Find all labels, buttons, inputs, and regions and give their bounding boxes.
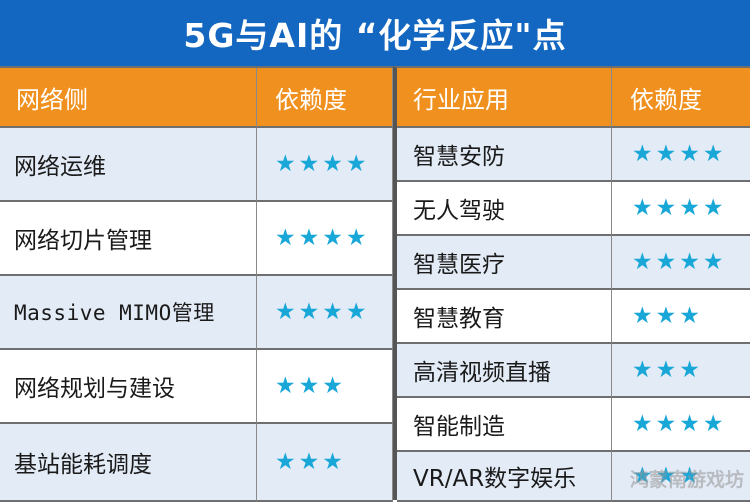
rating-stars: ★★★★ (612, 182, 750, 236)
table-row-name: 高清视频直播 (397, 344, 612, 398)
column-header-network-side: 网络侧 (0, 68, 257, 128)
rating-stars: ★★★ (612, 452, 750, 502)
table-row-name: 网络规划与建设 (0, 350, 257, 424)
column-header-dependency: 依赖度 (257, 68, 393, 128)
page-title: 5G与AI的 “化学反应"点 (0, 0, 750, 66)
rating-stars: ★★★★ (257, 202, 393, 276)
table-row-name: 基站能耗调度 (0, 424, 257, 502)
industry-application-table: 行业应用 依赖度 智慧安防 ★★★★ 无人驾驶 ★★★★ 智慧医疗 ★★★★ 智… (393, 66, 750, 502)
table-row-name: 网络切片管理 (0, 202, 257, 276)
rating-stars: ★★★★ (257, 276, 393, 350)
rating-stars: ★★★ (257, 350, 393, 424)
table-row-name: Massive MIMO管理 (0, 276, 257, 350)
table-row-name: 网络运维 (0, 128, 257, 202)
table-row-name: 智慧教育 (397, 290, 612, 344)
rating-stars: ★★★ (257, 424, 393, 502)
rating-stars: ★★★★ (612, 398, 750, 452)
column-header-dependency: 依赖度 (612, 68, 750, 128)
table-row-name: 智慧安防 (397, 128, 612, 182)
network-side-table: 网络侧 依赖度 网络运维 ★★★★ 网络切片管理 ★★★★ Massive MI… (0, 66, 393, 502)
table-row-name: 智能制造 (397, 398, 612, 452)
column-header-industry-application: 行业应用 (397, 68, 612, 128)
rating-stars: ★★★★ (257, 128, 393, 202)
rating-stars: ★★★ (612, 290, 750, 344)
table-row-name: 智慧医疗 (397, 236, 612, 290)
rating-stars: ★★★ (612, 344, 750, 398)
rating-stars: ★★★★ (612, 128, 750, 182)
table-row-name: 无人驾驶 (397, 182, 612, 236)
watermark: 鸿蒙南游戏坊 (629, 469, 744, 491)
rating-stars: ★★★★ (612, 236, 750, 290)
table-row-name: VR/AR数字娱乐 (397, 452, 612, 502)
